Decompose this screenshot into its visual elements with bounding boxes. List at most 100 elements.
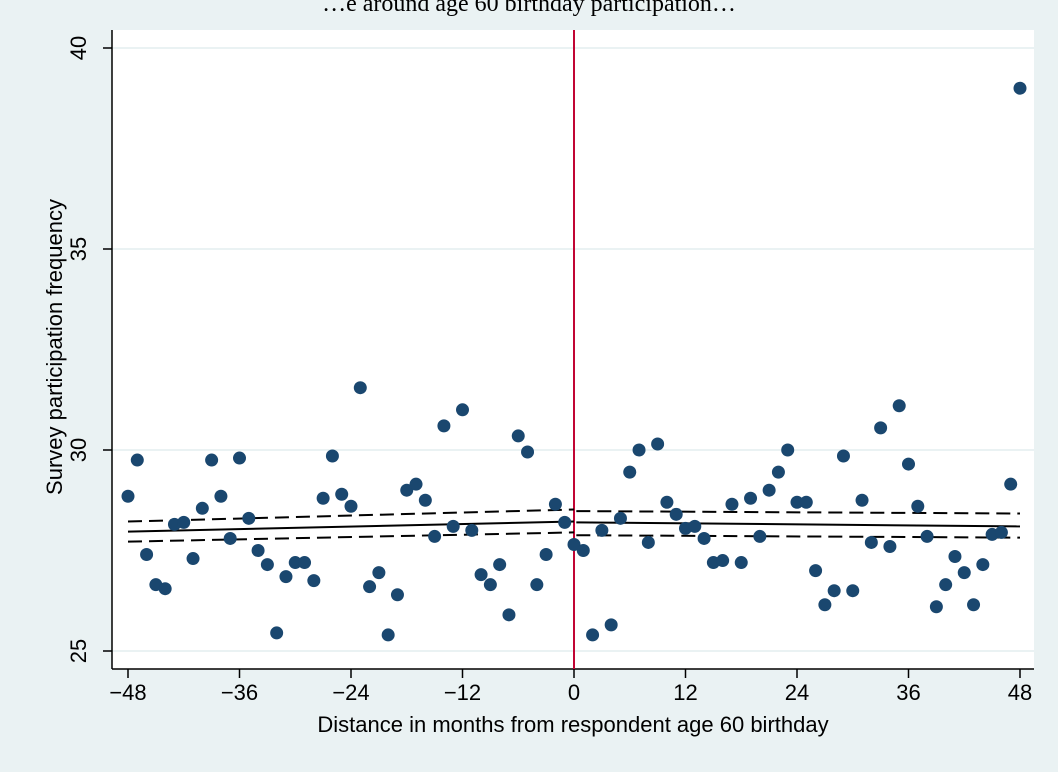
- data-point: [530, 578, 544, 592]
- ci-lower-right: [576, 534, 1021, 539]
- data-point: [474, 568, 488, 582]
- data-point: [335, 487, 349, 501]
- data-point: [697, 531, 711, 545]
- data-point: [195, 501, 209, 515]
- data-point: [186, 552, 200, 566]
- data-point: [437, 419, 451, 433]
- fit-lines: [127, 30, 1021, 669]
- data-point: [576, 544, 590, 557]
- data-point: [762, 483, 776, 497]
- data-point: [604, 618, 618, 632]
- y-axis-title: Survey participation frequency: [42, 199, 67, 495]
- data-point: [353, 381, 367, 395]
- data-point: [121, 489, 135, 503]
- data-point: [902, 457, 915, 471]
- data-point: [279, 570, 293, 584]
- data-point: [539, 548, 553, 562]
- data-point: [967, 598, 981, 612]
- data-point: [957, 566, 971, 580]
- data-point: [781, 443, 795, 457]
- data-point: [688, 519, 702, 533]
- data-point: [855, 493, 869, 507]
- data-point: [1013, 81, 1027, 95]
- data-point: [567, 537, 581, 551]
- data-point: [428, 529, 442, 543]
- data-point: [929, 600, 943, 614]
- data-point: [948, 550, 962, 564]
- data-point: [836, 449, 850, 463]
- chart-title: …e around age 60 birthday participation…: [322, 0, 736, 17]
- data-point: [613, 511, 627, 525]
- data-point: [586, 628, 600, 642]
- data-point: [660, 495, 674, 509]
- data-point: [316, 491, 330, 505]
- fit-line-left: [127, 520, 575, 533]
- data-point: [1004, 477, 1018, 491]
- data-point: [205, 453, 219, 467]
- data-point: [456, 403, 469, 417]
- data-point: [623, 465, 637, 479]
- data-point: [400, 483, 414, 497]
- data-point: [669, 507, 683, 521]
- data-point: [911, 499, 925, 513]
- data-point: [799, 495, 813, 509]
- x-tick-label: 48: [1008, 680, 1032, 705]
- data-point: [716, 554, 730, 568]
- data-point: [130, 453, 144, 467]
- ci-upper-left: [127, 508, 575, 523]
- data-point: [994, 525, 1008, 539]
- data-point: [641, 535, 655, 549]
- data-points: [121, 81, 1027, 642]
- data-point: [864, 535, 878, 549]
- data-point: [790, 495, 804, 509]
- y-tick-label: 35: [66, 237, 91, 261]
- data-point: [233, 451, 246, 465]
- y-tick-label: 30: [66, 438, 91, 462]
- data-point: [381, 628, 395, 642]
- data-point: [771, 465, 785, 479]
- x-tick-label: 24: [785, 680, 809, 705]
- x-tick-label: 12: [673, 680, 697, 705]
- data-point: [446, 519, 460, 533]
- y-tick-label: 25: [66, 639, 91, 663]
- data-point: [874, 421, 888, 435]
- data-point: [521, 445, 535, 459]
- x-tick-label: 36: [896, 680, 920, 705]
- data-point: [270, 626, 284, 640]
- y-tick-label: 40: [66, 36, 91, 60]
- data-point: [418, 493, 432, 507]
- data-point: [846, 584, 860, 598]
- data-point: [242, 511, 256, 525]
- data-point: [558, 515, 572, 529]
- ci-upper-right: [576, 510, 1021, 515]
- data-point: [809, 564, 823, 578]
- data-point: [177, 515, 191, 529]
- data-point: [548, 497, 562, 511]
- data-point: [892, 399, 906, 413]
- data-point: [465, 523, 479, 537]
- data-point: [390, 588, 404, 602]
- data-point: [288, 556, 302, 570]
- x-tick-label: −12: [444, 680, 481, 705]
- data-point: [632, 443, 646, 457]
- data-point: [744, 491, 758, 505]
- data-point: [140, 548, 154, 562]
- data-point: [734, 556, 748, 570]
- data-point: [818, 598, 832, 612]
- data-point: [883, 539, 897, 553]
- data-point: [483, 578, 497, 592]
- data-point: [344, 499, 358, 513]
- data-point: [920, 529, 934, 543]
- data-point: [214, 489, 228, 503]
- data-point: [976, 558, 990, 572]
- data-point: [651, 437, 665, 451]
- data-point: [307, 574, 321, 588]
- data-point: [158, 582, 172, 596]
- data-point: [298, 556, 312, 570]
- data-point: [251, 544, 265, 557]
- data-point: [725, 497, 739, 511]
- data-point: [595, 523, 609, 537]
- data-point: [493, 558, 507, 572]
